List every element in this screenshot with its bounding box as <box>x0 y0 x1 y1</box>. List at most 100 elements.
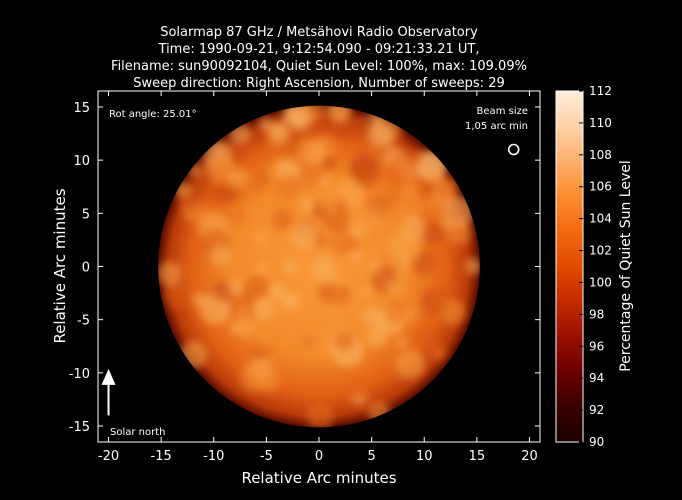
disk-texture-blob <box>387 232 420 265</box>
x-tick-label: 5 <box>367 449 375 464</box>
disk-texture-blob <box>283 260 297 274</box>
disk-texture-blob <box>306 330 331 355</box>
colorbar-ticks: 90 92 94 96 98 100 102 104 106 108 110 112 <box>579 84 612 449</box>
beam-size-value: 1,05 arc min <box>465 121 528 132</box>
disk-texture-blob <box>275 173 301 200</box>
colorbar-tick-label: 110 <box>589 116 612 130</box>
plot-area <box>98 91 540 442</box>
disk-texture-blob <box>417 326 436 346</box>
y-axis-ticks: -15 -10 -5 0 5 10 15 <box>69 101 540 435</box>
disk-texture-blob <box>302 105 325 123</box>
x-tick-label: 20 <box>521 449 538 464</box>
solar-north-arrow-icon <box>101 368 116 416</box>
disk-texture-blob <box>305 401 334 428</box>
disk-texture-blob <box>296 139 320 164</box>
disk-texture-blob <box>359 286 372 299</box>
disk-texture-blob <box>209 245 231 266</box>
disk-texture-blob <box>164 282 191 309</box>
disk-texture-blob <box>430 344 447 361</box>
disk-texture-blob <box>395 349 425 379</box>
disk-texture-blob <box>329 286 351 308</box>
disk-texture-blob <box>396 337 407 348</box>
x-tick-label: 10 <box>416 449 433 464</box>
solar-north-label: Solar north <box>110 427 166 438</box>
colorbar-tick-label: 92 <box>589 403 604 417</box>
disk-texture-blob <box>333 118 353 138</box>
disk-texture-blob <box>158 261 182 287</box>
disk-texture-blob <box>334 331 355 352</box>
disk-texture-blob <box>257 262 269 275</box>
disk-texture-blob <box>297 160 324 187</box>
title-line-2: Time: 1990-09-21, 9:12:54.090 - 09:21:33… <box>158 42 480 57</box>
disk-texture-blob <box>236 308 247 319</box>
y-tick-label: -5 <box>77 314 90 329</box>
x-tick-label: -5 <box>260 449 273 464</box>
disk-texture-blob <box>386 190 402 206</box>
disk-texture-blob <box>349 249 362 262</box>
colorbar-tick-label: 102 <box>589 244 612 258</box>
x-tick-label: -10 <box>203 449 224 464</box>
disk-texture-blob <box>312 257 337 282</box>
disk-texture-blob <box>269 122 287 140</box>
colorbar-tick-label: 104 <box>589 212 612 226</box>
disk-texture-blob <box>446 220 472 246</box>
disk-texture-blob <box>326 105 353 123</box>
colorbar-tick-label: 112 <box>589 84 612 98</box>
chart-title: Solarmap 87 GHz / Metsähovi Radio Observ… <box>111 25 527 91</box>
disk-texture-blob <box>211 280 234 303</box>
disk-texture-blob <box>228 208 247 226</box>
disk-texture-blob <box>386 279 401 295</box>
x-tick-label: 15 <box>469 449 486 464</box>
colorbar-label: Percentage of Quiet Sun Level <box>618 160 634 372</box>
title-line-1: Solarmap 87 GHz / Metsähovi Radio Observ… <box>160 25 478 40</box>
disk-texture-blob <box>395 191 425 221</box>
disk-texture-blob <box>383 300 408 324</box>
rot-angle-label: Rot angle: 25.01° <box>109 109 197 120</box>
disk-texture-blob <box>269 284 285 300</box>
disk-texture-blob <box>281 293 300 311</box>
north-arrow-head <box>101 368 116 385</box>
disk-texture-blob <box>300 198 314 211</box>
disk-texture-blob <box>367 121 394 149</box>
disk-texture-blob <box>366 327 387 348</box>
colorbar-tick-label: 94 <box>589 371 604 385</box>
disk-texture <box>158 105 480 428</box>
disk-texture-blob <box>421 221 445 245</box>
colorbar-tick-label: 106 <box>589 180 612 194</box>
disk-texture-blob <box>350 385 366 401</box>
disk-texture-blob <box>226 168 246 188</box>
disk-texture-blob <box>328 228 356 256</box>
disk-texture-blob <box>421 288 449 316</box>
colorbar-tick-label: 108 <box>589 148 612 162</box>
x-axis-label: Relative Arc minutes <box>241 469 396 487</box>
colorbar-tick-label: 100 <box>589 275 612 289</box>
x-axis-ticks: -20 -15 -10 -5 0 5 10 15 20 <box>98 91 538 464</box>
disk-texture-blob <box>258 116 273 131</box>
disk-texture-blob <box>252 297 276 321</box>
x-tick-label: -20 <box>98 449 119 464</box>
y-axis-label: Relative Arc minutes <box>51 188 69 343</box>
disk-texture-blob <box>291 222 318 249</box>
disk-texture-blob <box>465 258 480 275</box>
x-tick-label: 0 <box>315 449 323 464</box>
beam-size-label: Beam size <box>477 106 528 117</box>
title-line-4: Sweep direction: Right Ascension, Number… <box>133 76 505 91</box>
disk-texture-blob <box>316 184 345 213</box>
disk-texture-blob <box>427 171 446 189</box>
disk-texture-blob <box>236 317 256 337</box>
disk-texture-blob <box>244 275 270 301</box>
y-tick-label: 15 <box>73 101 90 116</box>
x-tick-label: -15 <box>151 449 172 464</box>
y-tick-label: -10 <box>69 367 90 382</box>
disk-texture-blob <box>240 362 270 392</box>
y-tick-label: -15 <box>69 420 90 435</box>
disk-texture-blob <box>387 152 420 184</box>
title-line-3: Filename: sun90092104, Quiet Sun Level: … <box>111 59 527 74</box>
colorbar-tick-label: 90 <box>589 435 604 449</box>
disk-texture-blob <box>347 203 376 232</box>
disk-texture-blob <box>254 334 269 349</box>
disk-texture-blob <box>344 271 357 285</box>
disk-texture-blob <box>354 115 367 128</box>
colorbar-tick-label: 98 <box>589 307 604 321</box>
